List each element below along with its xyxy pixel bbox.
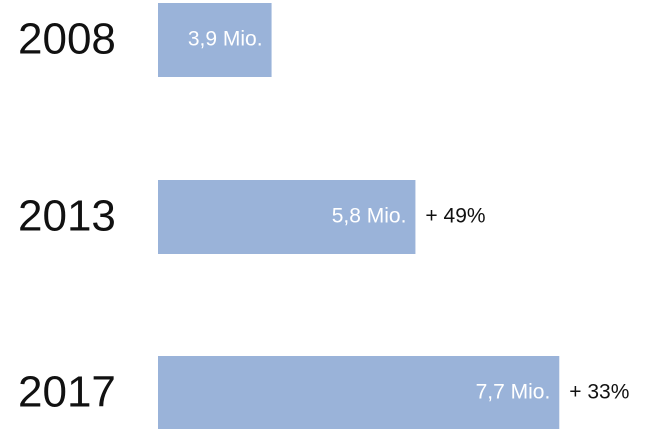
- value-label: 7,7 Mio.: [476, 381, 551, 404]
- category-label: 2017: [18, 368, 116, 417]
- bar: [158, 180, 416, 254]
- category-label: 2008: [18, 15, 116, 64]
- value-label: 5,8 Mio.: [332, 205, 407, 228]
- change-label: + 33%: [569, 381, 629, 404]
- bar: [158, 3, 272, 77]
- change-label: + 49%: [425, 205, 485, 228]
- value-label: 3,9 Mio.: [188, 28, 263, 51]
- category-label: 2013: [18, 192, 116, 241]
- bar: [158, 356, 560, 429]
